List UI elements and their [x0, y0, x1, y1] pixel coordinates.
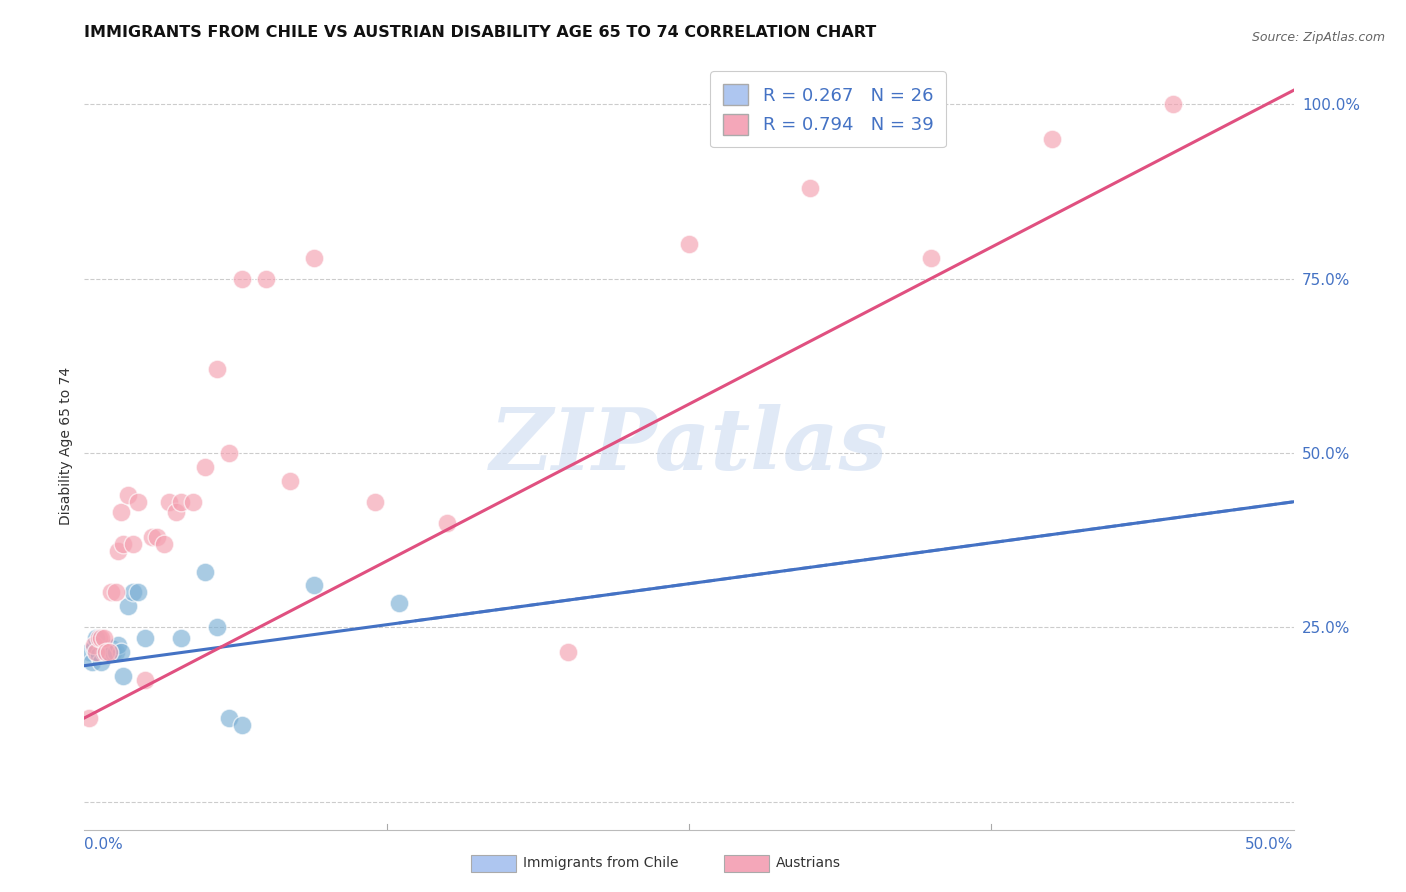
Point — [83, 641, 105, 656]
Point — [207, 362, 229, 376]
Point — [121, 585, 143, 599]
Point — [170, 631, 193, 645]
Legend: R = 0.267   N = 26, R = 0.794   N = 39: R = 0.267 N = 26, R = 0.794 N = 39 — [710, 71, 946, 147]
Text: 50.0%: 50.0% — [1246, 837, 1294, 852]
Point — [170, 495, 193, 509]
Point — [90, 655, 112, 669]
Point — [194, 565, 217, 579]
Point — [1040, 132, 1063, 146]
Point — [107, 543, 129, 558]
Point — [94, 645, 117, 659]
Point — [181, 495, 204, 509]
Point — [302, 251, 325, 265]
Point — [77, 645, 100, 659]
Point — [107, 638, 129, 652]
Point — [302, 578, 325, 592]
Point — [146, 530, 169, 544]
Point — [799, 181, 821, 195]
Point — [110, 645, 132, 659]
Point — [920, 251, 942, 265]
Point — [117, 488, 139, 502]
Text: IMMIGRANTS FROM CHILE VS AUSTRIAN DISABILITY AGE 65 TO 74 CORRELATION CHART: IMMIGRANTS FROM CHILE VS AUSTRIAN DISABI… — [84, 26, 876, 40]
Text: ZIPatlas: ZIPatlas — [489, 404, 889, 488]
Point — [103, 645, 125, 659]
Point — [363, 495, 385, 509]
Point — [104, 645, 127, 659]
Point — [165, 505, 187, 519]
Text: Immigrants from Chile: Immigrants from Chile — [523, 856, 679, 871]
Point — [231, 718, 253, 732]
Point — [388, 596, 411, 610]
Point — [94, 645, 117, 659]
Point — [557, 645, 579, 659]
Point — [100, 585, 122, 599]
Point — [87, 631, 110, 645]
Text: 0.0%: 0.0% — [84, 837, 124, 852]
Point — [97, 641, 120, 656]
Point — [231, 271, 253, 285]
Point — [112, 536, 135, 550]
Point — [93, 645, 115, 659]
Point — [77, 711, 100, 725]
Point — [87, 648, 110, 663]
Point — [194, 459, 217, 474]
Point — [121, 536, 143, 550]
Point — [104, 585, 127, 599]
Point — [112, 669, 135, 683]
Point — [110, 505, 132, 519]
Point — [93, 631, 115, 645]
Point — [141, 530, 163, 544]
Point — [157, 495, 180, 509]
Point — [127, 585, 149, 599]
Point — [207, 620, 229, 634]
Point — [134, 673, 156, 687]
Point — [127, 495, 149, 509]
Point — [1161, 97, 1184, 112]
Point — [86, 645, 108, 659]
Point — [254, 271, 277, 285]
Text: Source: ZipAtlas.com: Source: ZipAtlas.com — [1251, 31, 1385, 45]
Point — [117, 599, 139, 614]
Point — [83, 638, 105, 652]
Point — [436, 516, 458, 530]
Y-axis label: Disability Age 65 to 74: Disability Age 65 to 74 — [59, 367, 73, 525]
Point — [97, 645, 120, 659]
Point — [80, 655, 103, 669]
Point — [100, 641, 122, 656]
Point — [218, 446, 240, 460]
Point — [678, 236, 700, 251]
Point — [134, 631, 156, 645]
Point — [278, 474, 301, 488]
Point — [153, 536, 176, 550]
Point — [86, 631, 108, 645]
Point — [218, 711, 240, 725]
Point — [90, 631, 112, 645]
Text: Austrians: Austrians — [776, 856, 841, 871]
